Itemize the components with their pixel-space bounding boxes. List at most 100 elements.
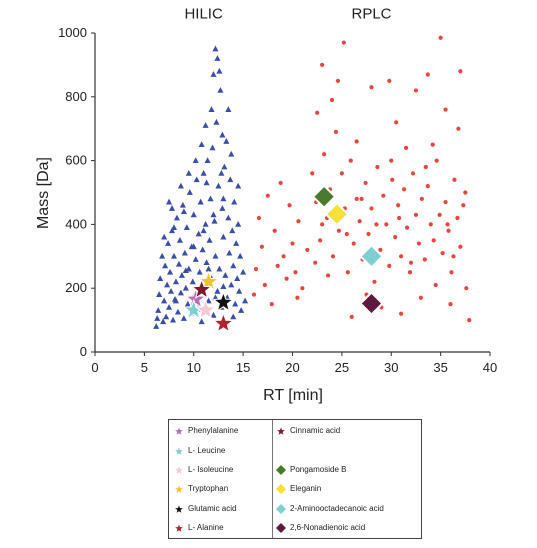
data-point [242, 297, 249, 304]
data-point [287, 203, 292, 208]
data-point [404, 225, 410, 230]
data-point [205, 265, 212, 272]
legend-symbol [276, 504, 286, 514]
data-point [183, 224, 190, 230]
data-point [349, 314, 354, 320]
data-point [165, 240, 172, 246]
data-point [185, 169, 192, 176]
data-point [167, 287, 175, 294]
data-point [211, 217, 218, 224]
data-point [210, 71, 217, 77]
data-point [320, 62, 325, 67]
data-point [173, 214, 181, 221]
x-tick-label: 15 [236, 360, 250, 375]
data-point [259, 244, 264, 249]
data-point [216, 67, 223, 74]
data-point [422, 257, 427, 262]
data-point [190, 211, 197, 218]
data-point [410, 171, 416, 176]
data-point [238, 307, 245, 313]
data-point [335, 78, 341, 83]
diamond-icon [276, 484, 286, 494]
marker-l-alanine [212, 312, 235, 333]
data-point [155, 307, 162, 313]
highlight-markers [182, 184, 384, 333]
data-point [210, 311, 217, 318]
data-point [372, 279, 377, 284]
data-point [225, 214, 232, 221]
data-point [217, 87, 224, 93]
data-point [430, 142, 435, 147]
data-point [313, 260, 318, 265]
data-point [161, 297, 168, 304]
data-point [278, 180, 283, 186]
data-point [433, 282, 438, 288]
data-point [320, 222, 325, 227]
data-point [449, 270, 454, 275]
data-point [399, 254, 404, 259]
data-point [207, 195, 214, 202]
star-icon [173, 425, 185, 437]
data-point [348, 158, 353, 163]
data-point [235, 221, 242, 227]
data-point [375, 164, 380, 170]
data-point [389, 158, 394, 163]
data-point [381, 193, 386, 198]
x-tick-label: 25 [335, 360, 349, 375]
data-point [295, 295, 300, 300]
data-point [369, 206, 374, 211]
data-point [220, 195, 227, 202]
diamond-icon [276, 523, 286, 533]
data-point [357, 219, 362, 224]
data-point [172, 278, 180, 285]
data-point [182, 284, 189, 291]
data-point [296, 219, 301, 224]
x-tick-label: 10 [187, 360, 201, 375]
data-point [156, 291, 163, 297]
data-point [445, 222, 450, 227]
y-tick-label: 0 [80, 344, 87, 359]
data-point [425, 72, 430, 77]
legend-symbol [173, 503, 185, 515]
data-point [153, 323, 160, 329]
legend-label: L- Isoleucine [188, 465, 234, 474]
y-axis-label: Mass [Da] [35, 157, 52, 229]
data-point [214, 287, 221, 294]
legend-grid: Phenylalanine L- Leucine L- Isoleucine Tryp… [169, 420, 421, 538]
data-point [220, 233, 227, 240]
legend-symbol [276, 465, 286, 475]
marker-2-aminooctadecanoic-acid [359, 243, 384, 269]
data-point [235, 182, 242, 189]
data-point [425, 184, 430, 189]
data-point [166, 303, 173, 310]
data-point [200, 227, 207, 234]
legend-label: 2-Aminooctadecanoic acid [290, 504, 384, 513]
data-point [214, 55, 221, 61]
star-icon [173, 522, 185, 534]
data-point [212, 252, 219, 259]
data-point [209, 144, 216, 151]
legend-symbol [173, 483, 185, 495]
data-point [322, 152, 327, 157]
x-tick-label: 5 [141, 360, 148, 375]
data-point [419, 196, 424, 201]
legend-symbol [173, 522, 185, 534]
legend: Phenylalanine L- Leucine L- Isoleucine Tryp… [168, 419, 422, 539]
data-point [272, 228, 277, 233]
data-point [231, 198, 238, 205]
data-point [310, 171, 315, 176]
data-point [180, 315, 187, 321]
data-point [182, 267, 189, 274]
data-point [315, 110, 320, 115]
legend-label: 2,6-Nonadienoic acid [290, 523, 366, 532]
data-point [456, 126, 461, 131]
data-point [206, 236, 213, 243]
data-point [202, 122, 209, 128]
marker-eleganin [324, 201, 350, 227]
annotation-hilic: HILIC [184, 5, 223, 22]
data-point [354, 196, 359, 201]
data-point [154, 315, 161, 321]
data-point [220, 283, 227, 289]
star-icon [173, 483, 185, 495]
data-point [162, 262, 169, 269]
